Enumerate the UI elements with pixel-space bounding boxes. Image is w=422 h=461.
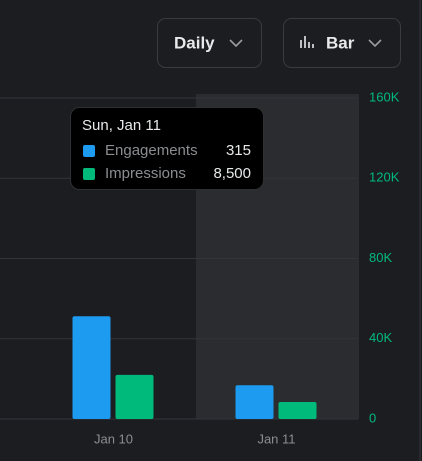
tooltip-value: 8,500 [213, 165, 251, 182]
y2-tick-label: 160K [369, 89, 400, 104]
chevron [368, 39, 382, 48]
dropdown-box[interactable] [157, 18, 262, 68]
chevron [229, 39, 243, 48]
x-tick-label: Jan 10 [94, 431, 133, 446]
interval-dropdown[interactable]: Daily [157, 18, 262, 68]
legend-label: Impressions [105, 165, 186, 182]
legend-swatch [83, 145, 95, 157]
tooltip-value: 315 [226, 142, 251, 159]
tooltip: Sun, Jan 11 Engagements 315 Impressions 8,5… [70, 107, 264, 190]
chart-type-dropdown[interactable]: Bar [283, 18, 401, 68]
y2-tick-label: 80K [369, 250, 392, 265]
bar [235, 385, 274, 419]
tooltip-title: Sun, Jan 11 [82, 117, 161, 134]
tooltip-box [70, 107, 264, 190]
x-tick-label: Jan 11 [257, 431, 295, 446]
y2-tick-label: 0 [369, 410, 376, 425]
y2-tick-label: 40K [369, 330, 392, 345]
bar [115, 374, 154, 419]
bar-icon [300, 36, 314, 48]
legend-label: Engagements [105, 142, 198, 159]
bar [278, 401, 317, 419]
y2-tick-label: 120K [369, 170, 400, 185]
dropdown-label: Bar [326, 33, 355, 52]
legend-swatch [83, 168, 95, 180]
bar [72, 316, 111, 419]
dropdown-box[interactable] [283, 18, 401, 68]
dropdown-label: Daily [174, 33, 215, 52]
